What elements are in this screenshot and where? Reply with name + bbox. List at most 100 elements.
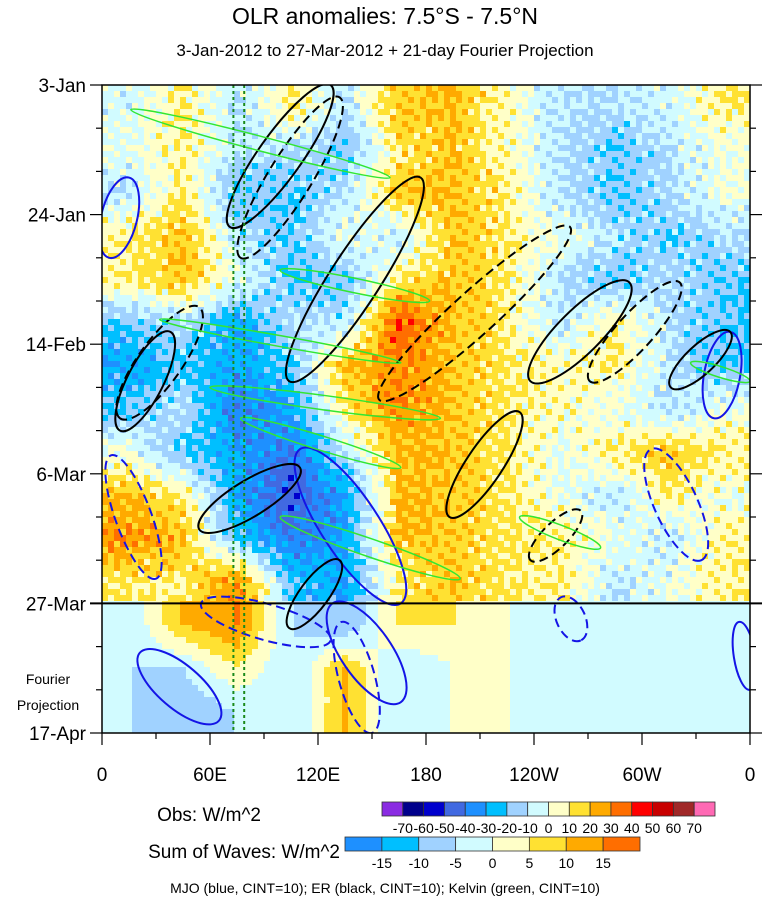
heatmap-cell — [702, 151, 709, 158]
heatmap-cell — [264, 295, 271, 302]
heatmap-cell — [636, 283, 643, 290]
heatmap-cell — [684, 289, 691, 296]
heatmap-cell — [282, 241, 289, 248]
heatmap-cell — [504, 223, 511, 230]
heatmap-cell — [672, 157, 679, 164]
heatmap-cell — [138, 313, 145, 320]
heatmap-cell — [318, 253, 325, 260]
heatmap-cell — [558, 157, 565, 164]
heatmap-cell — [228, 301, 235, 308]
heatmap-cell — [306, 253, 313, 260]
heatmap-cell — [198, 349, 205, 356]
heatmap-cell — [372, 103, 379, 110]
heatmap-cell — [480, 157, 487, 164]
heatmap-cell — [498, 199, 505, 206]
heatmap-cell — [546, 349, 553, 356]
heatmap-cell — [132, 193, 139, 200]
heatmap-cell — [528, 199, 535, 206]
heatmap-cell — [384, 241, 391, 248]
heatmap-cell — [510, 337, 517, 344]
heatmap-cell — [378, 211, 385, 218]
heatmap-cell — [378, 319, 385, 326]
heatmap-cell — [606, 259, 613, 266]
heatmap-cell — [288, 223, 295, 230]
heatmap-cell — [462, 193, 469, 200]
heatmap-cell — [606, 217, 613, 224]
heatmap-cell — [138, 157, 145, 164]
heatmap-cell — [354, 187, 361, 194]
heatmap-cell — [624, 91, 631, 98]
heatmap-cell — [630, 325, 637, 332]
heatmap-cell — [666, 283, 673, 290]
heatmap-cell — [552, 97, 559, 104]
heatmap-cell — [576, 145, 583, 152]
heatmap-cell — [192, 217, 199, 224]
heatmap-cell — [156, 259, 163, 266]
heatmap-cell — [414, 271, 421, 278]
heatmap-cell — [168, 235, 175, 242]
heatmap-cell — [294, 199, 301, 206]
heatmap-cell — [138, 163, 145, 170]
heatmap-cell — [186, 295, 193, 302]
heatmap-cell — [132, 301, 139, 308]
heatmap-cell — [276, 259, 283, 266]
heatmap-cell — [108, 151, 115, 158]
heatmap-cell — [348, 253, 355, 260]
heatmap-cell — [396, 115, 403, 122]
heatmap-cell — [384, 253, 391, 260]
heatmap-cell — [192, 277, 199, 284]
heatmap-cell — [120, 343, 127, 350]
heatmap-cell — [660, 277, 667, 284]
heatmap-cell — [390, 181, 397, 188]
heatmap-cell — [618, 187, 625, 194]
heatmap-cell — [648, 349, 655, 356]
heatmap-cell — [474, 235, 481, 242]
heatmap-cell — [492, 187, 499, 194]
heatmap-cell — [258, 253, 265, 260]
heatmap-cell — [102, 271, 109, 278]
heatmap-cell — [504, 349, 511, 356]
heatmap-cell — [222, 313, 229, 320]
heatmap-cell — [600, 103, 607, 110]
heatmap-cell — [336, 241, 343, 248]
heatmap-cell — [594, 313, 601, 320]
heatmap-cell — [372, 133, 379, 140]
heatmap-cell — [486, 199, 493, 206]
heatmap-cell — [336, 313, 343, 320]
heatmap-cell — [498, 115, 505, 122]
heatmap-cell — [462, 301, 469, 308]
heatmap-cell — [612, 133, 619, 140]
heatmap-cell — [108, 295, 115, 302]
heatmap-cell — [102, 313, 109, 320]
heatmap-cell — [390, 115, 397, 122]
heatmap-cell — [684, 295, 691, 302]
heatmap-cell — [414, 103, 421, 110]
heatmap-cell — [108, 115, 115, 122]
heatmap-cell — [474, 145, 481, 152]
heatmap-cell — [450, 313, 457, 320]
heatmap-cell — [204, 253, 211, 260]
heatmap-cell — [102, 193, 109, 200]
heatmap-cell — [678, 127, 685, 134]
heatmap-cell — [330, 253, 337, 260]
heatmap-cell — [246, 199, 253, 206]
heatmap-cell — [582, 85, 589, 92]
heatmap-cell — [588, 241, 595, 248]
heatmap-cell — [630, 163, 637, 170]
heatmap-cell — [150, 181, 157, 188]
heatmap-cell — [474, 343, 481, 350]
heatmap-cell — [180, 361, 187, 368]
heatmap-cell — [216, 145, 223, 152]
heatmap-cell — [420, 103, 427, 110]
heatmap-cell — [432, 355, 439, 362]
heatmap-cell — [222, 121, 229, 128]
heatmap-cell — [714, 229, 721, 236]
heatmap-cell — [330, 115, 337, 122]
heatmap-cell — [354, 259, 361, 266]
heatmap-cell — [294, 295, 301, 302]
heatmap-cell — [462, 85, 469, 92]
heatmap-cell — [372, 247, 379, 254]
heatmap-cell — [306, 307, 313, 314]
heatmap-cell — [606, 289, 613, 296]
heatmap-cell — [642, 109, 649, 116]
